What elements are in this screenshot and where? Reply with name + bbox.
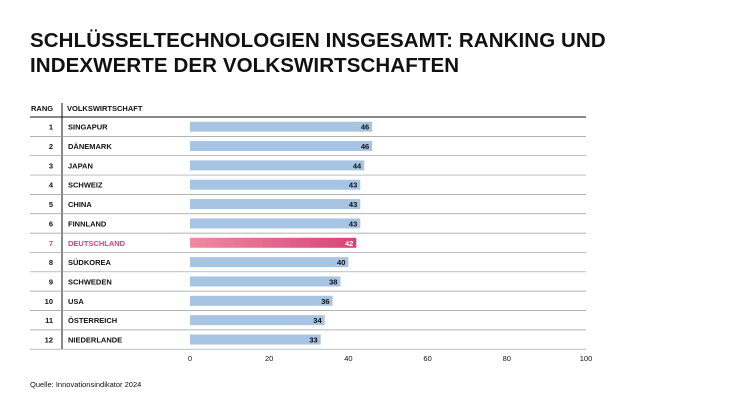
rank-label-schweiz: 4 <box>49 181 54 190</box>
bar-usa <box>190 295 333 306</box>
rank-label-finnland: 6 <box>49 219 53 228</box>
rank-column-header: RANG <box>31 104 54 113</box>
bar-china <box>190 199 361 210</box>
x-tick-label-80: 80 <box>503 354 511 363</box>
x-tick-label-0: 0 <box>188 354 192 363</box>
category-label-schweden: SCHWEDEN <box>68 277 112 286</box>
category-label-oesterreich: ÖSTERREICH <box>68 316 117 325</box>
bar-deutschland <box>190 237 357 248</box>
category-label-singapur: SINGAPUR <box>68 123 108 132</box>
rank-label-japan: 3 <box>49 161 53 170</box>
rank-label-china: 5 <box>49 200 53 209</box>
bar-niederlande <box>190 334 321 345</box>
value-label-schweden: 38 <box>329 277 337 286</box>
bar-finnland <box>190 218 361 229</box>
x-tick-label-40: 40 <box>344 354 352 363</box>
value-label-singapur: 46 <box>361 123 369 132</box>
value-label-oesterreich: 34 <box>313 316 322 325</box>
bar-japan <box>190 160 365 171</box>
category-label-suedkorea: SÜDKOREA <box>68 258 112 267</box>
bar-suedkorea <box>190 257 349 268</box>
value-label-japan: 44 <box>353 161 362 170</box>
x-tick-label-100: 100 <box>580 354 593 363</box>
category-label-usa: USA <box>68 297 84 306</box>
category-label-niederlande: NIEDERLANDE <box>68 336 122 345</box>
category-label-japan: JAPAN <box>68 161 93 170</box>
category-label-deutschland: DEUTSCHLAND <box>68 239 126 248</box>
rank-label-usa: 10 <box>45 297 53 306</box>
chart-title-line-2: INDEXWERTE DER VOLKSWIRTSCHAFTEN <box>30 54 460 77</box>
category-label-china: CHINA <box>68 200 92 209</box>
category-label-finnland: FINNLAND <box>68 219 107 228</box>
value-label-finnland: 43 <box>349 219 357 228</box>
value-label-suedkorea: 40 <box>337 258 345 267</box>
economy-column-header: VOLKSWIRTSCHAFT <box>67 104 143 113</box>
bar-schweden <box>190 276 341 287</box>
category-label-schweiz: SCHWEIZ <box>68 181 103 190</box>
rank-label-singapur: 1 <box>49 123 53 132</box>
chart-title-line-1: SCHLÜSSELTECHNOLOGIEN INSGESAMT: RANKING… <box>30 29 606 52</box>
bar-singapur <box>190 121 373 132</box>
value-label-china: 43 <box>349 200 357 209</box>
value-label-daenemark: 46 <box>361 142 369 151</box>
source-note: Quelle: Innovationsindikator 2024 <box>30 380 142 389</box>
rank-label-suedkorea: 8 <box>49 258 53 267</box>
x-tick-label-20: 20 <box>265 354 273 363</box>
chart-title: SCHLÜSSELTECHNOLOGIEN INSGESAMT: RANKING… <box>30 28 720 78</box>
rank-label-deutschland: 7 <box>49 239 53 248</box>
bar-schweiz <box>190 179 361 190</box>
bar-daenemark <box>190 141 373 152</box>
rank-label-daenemark: 2 <box>49 142 53 151</box>
bar-oesterreich <box>190 315 325 326</box>
value-label-niederlande: 33 <box>309 336 317 345</box>
category-label-daenemark: DÄNEMARK <box>68 142 112 151</box>
x-tick-label-60: 60 <box>423 354 431 363</box>
rank-label-niederlande: 12 <box>45 336 53 345</box>
rank-label-schweden: 9 <box>49 277 53 286</box>
rank-label-oesterreich: 11 <box>45 316 53 325</box>
value-label-deutschland: 42 <box>345 239 353 248</box>
value-label-schweiz: 43 <box>349 181 357 190</box>
value-label-usa: 36 <box>321 297 329 306</box>
